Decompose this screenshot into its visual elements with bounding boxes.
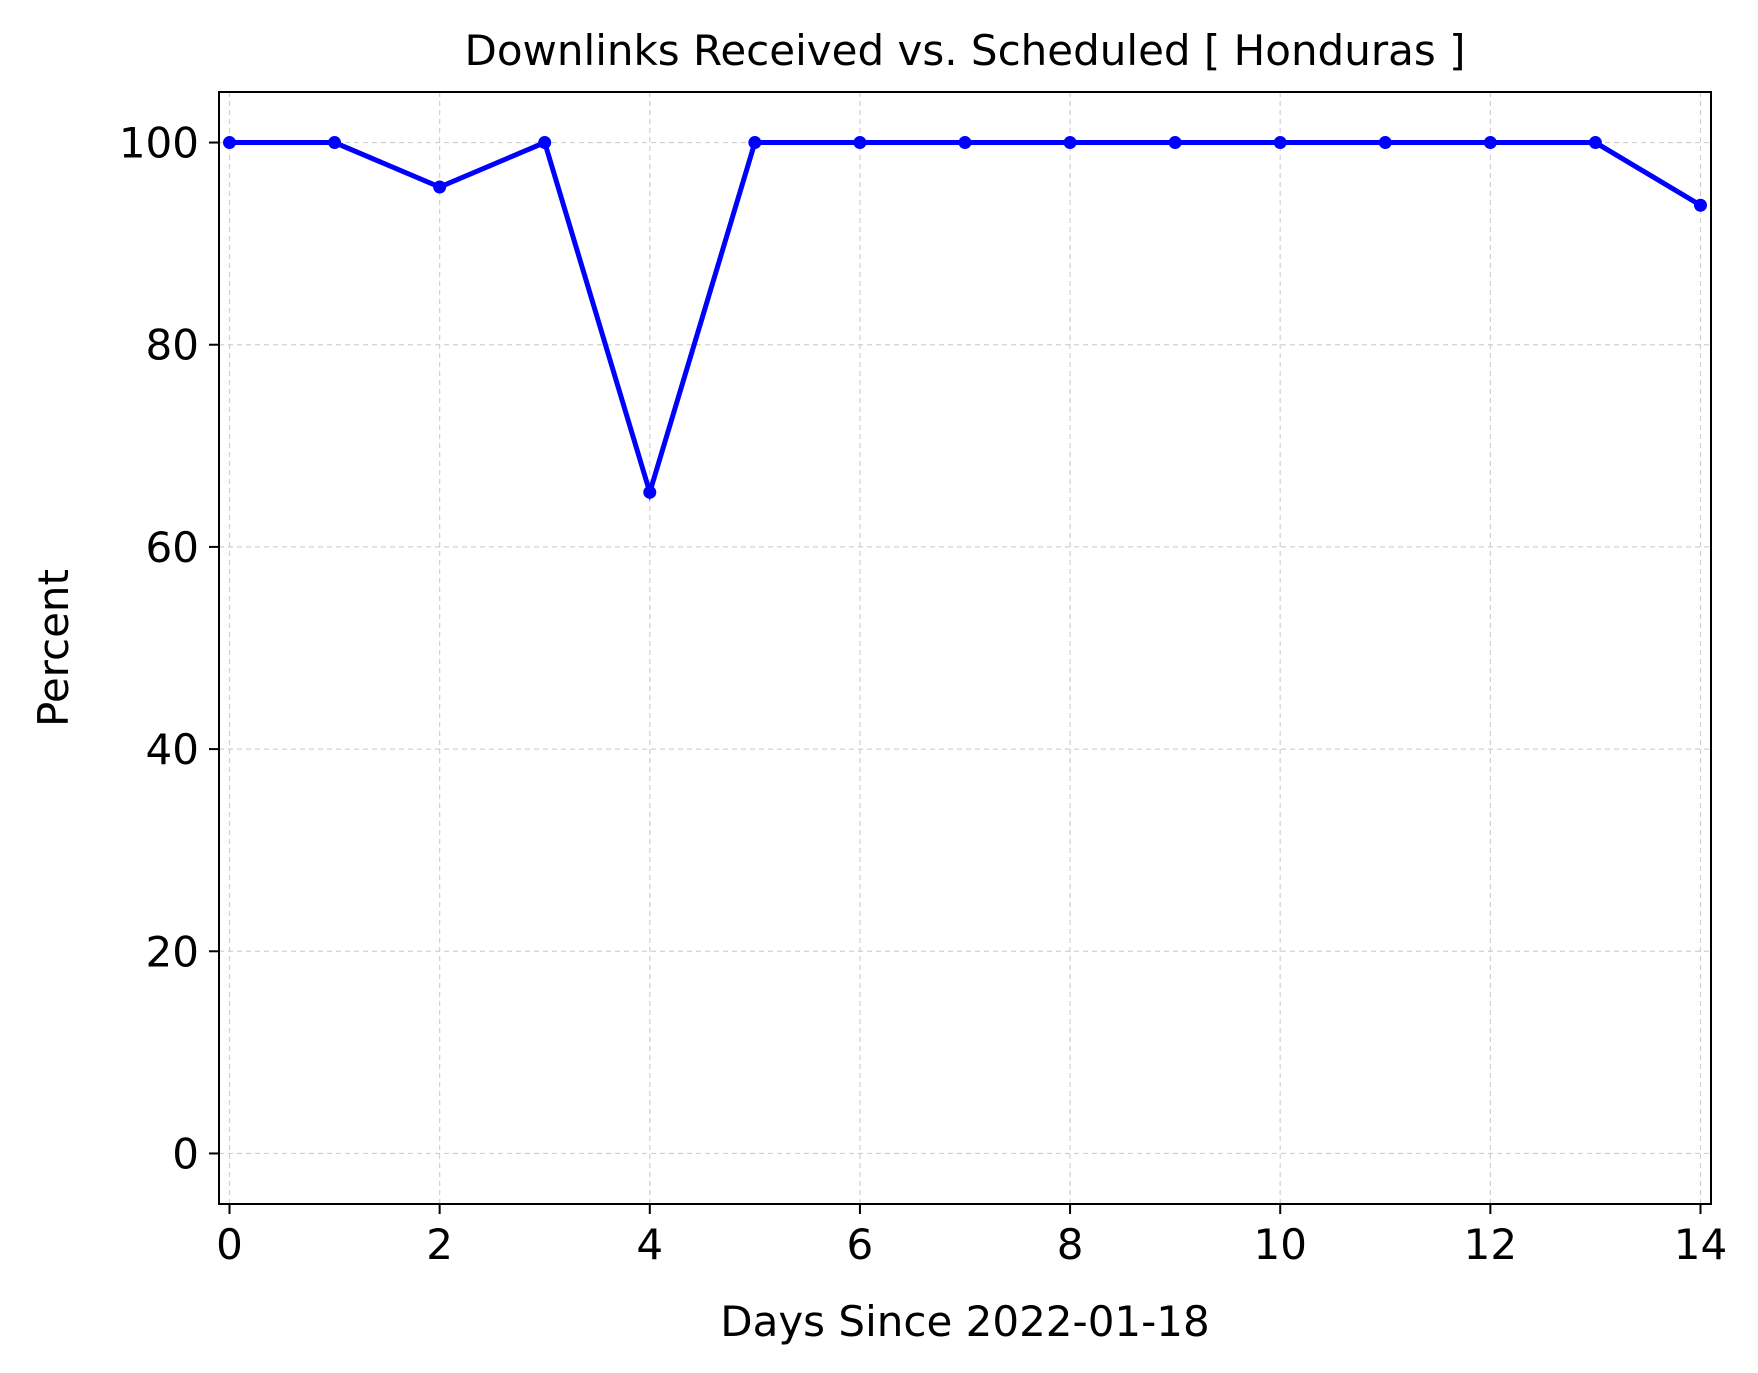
- y-tick-label: 80: [146, 321, 199, 370]
- y-tick-label: 60: [146, 523, 199, 572]
- data-point: [1063, 136, 1077, 150]
- data-point: [1378, 136, 1392, 150]
- x-tick-label: 0: [216, 1220, 243, 1269]
- data-point: [748, 136, 762, 150]
- data-point: [853, 136, 867, 150]
- data-point: [1588, 136, 1602, 150]
- axis-ticks: 0 2 4 6 8 10 12 14 0 20 40 60 80 100: [119, 119, 1727, 1269]
- x-axis-label: Days Since 2022-01-18: [720, 1297, 1209, 1346]
- x-tick-label: 12: [1464, 1220, 1517, 1269]
- data-point: [643, 485, 657, 499]
- y-tick-label: 0: [172, 1129, 199, 1178]
- y-tick-label: 100: [119, 119, 199, 168]
- data-point: [1168, 136, 1182, 150]
- data-point: [223, 136, 237, 150]
- x-tick-label: 4: [636, 1220, 663, 1269]
- chart-title: Downlinks Received vs. Scheduled [ Hondu…: [465, 26, 1466, 75]
- data-point: [433, 180, 447, 194]
- data-point: [1483, 136, 1497, 150]
- x-tick-label: 10: [1253, 1220, 1306, 1269]
- y-tick-label: 20: [146, 927, 199, 976]
- x-tick-label: 8: [1057, 1220, 1084, 1269]
- x-tick-label: 6: [847, 1220, 874, 1269]
- plot-frame: [218, 91, 1712, 1205]
- series-layer: [223, 136, 1707, 502]
- data-point: [1273, 136, 1287, 150]
- x-tick-label: 2: [426, 1220, 453, 1269]
- data-point: [958, 136, 972, 150]
- data-point: [1693, 198, 1707, 212]
- data-point: [538, 136, 552, 150]
- y-axis-label: Percent: [29, 569, 78, 727]
- y-tick-label: 40: [146, 725, 199, 774]
- x-tick-label: 14: [1674, 1220, 1727, 1269]
- data-point: [328, 136, 342, 150]
